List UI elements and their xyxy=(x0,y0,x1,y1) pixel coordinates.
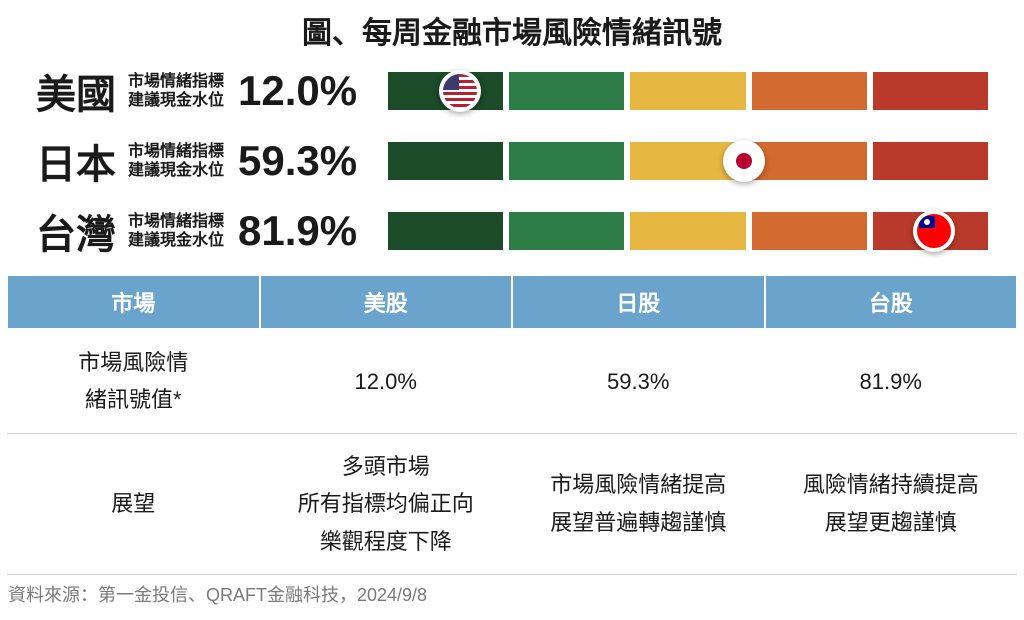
gauge-segment xyxy=(752,212,867,250)
row-signal: 市場風險情 緒訊號值* 12.0% 59.3% 81.9% xyxy=(7,329,1017,433)
outlook-jp: 市場風險情緒提高 展望普遍轉趨謹慎 xyxy=(512,433,765,574)
col-us: 美股 xyxy=(260,275,513,329)
signal-us: 12.0% xyxy=(260,329,513,433)
table-header-row: 市場 美股 日股 台股 xyxy=(7,275,1017,329)
outlook-us: 多頭市場 所有指標均偏正向 樂觀程度下降 xyxy=(260,433,513,574)
gauge-sublabels: 市場情緒指標建議現金水位 xyxy=(128,212,238,250)
gauge-row: 日本市場情緒指標建議現金水位59.3% xyxy=(36,132,988,190)
col-tw: 台股 xyxy=(765,275,1018,329)
gauge-segment xyxy=(630,212,745,250)
jp-flag-icon xyxy=(727,144,761,178)
us-flag-icon xyxy=(443,74,477,108)
source-text: 資料來源：第一金投信、QRAFT金融科技，2024/9/8 xyxy=(6,581,1018,607)
signal-jp: 59.3% xyxy=(512,329,765,433)
tw-flag-icon xyxy=(917,214,951,248)
gauge-sublabel-indicator: 市場情緒指標 xyxy=(128,142,238,161)
row-outlook: 展望 多頭市場 所有指標均偏正向 樂觀程度下降 市場風險情緒提高 展望普遍轉趨謹… xyxy=(7,433,1017,574)
gauge-bar xyxy=(388,142,988,180)
gauge-row: 美國市場情緒指標建議現金水位12.0% xyxy=(36,62,988,120)
gauge-sublabel-cash: 建議現金水位 xyxy=(128,91,238,110)
gauge-segment xyxy=(630,72,745,110)
gauge-row: 台灣市場情緒指標建議現金水位81.9% xyxy=(36,202,988,260)
gauge-marker-us xyxy=(439,70,481,112)
page-title: 圖、每周金融市場風險情緒訊號 xyxy=(6,8,1018,52)
gauge-segment xyxy=(873,142,988,180)
gauge-segment xyxy=(388,142,503,180)
risk-table: 市場 美股 日股 台股 市場風險情 緒訊號值* 12.0% 59.3% 81.9… xyxy=(6,274,1018,575)
gauge-segment xyxy=(873,72,988,110)
gauge-value: 12.0% xyxy=(238,67,388,115)
gauge-segment xyxy=(509,72,624,110)
gauge-segment xyxy=(509,212,624,250)
gauge-segment xyxy=(509,142,624,180)
col-market: 市場 xyxy=(7,275,260,329)
gauge-country-label: 日本 xyxy=(36,132,128,190)
signal-label: 市場風險情 緒訊號值* xyxy=(7,329,260,433)
col-jp: 日股 xyxy=(512,275,765,329)
gauge-segment xyxy=(388,212,503,250)
gauge-bar xyxy=(388,212,988,250)
gauge-value: 59.3% xyxy=(238,137,388,185)
gauge-marker-tw xyxy=(913,210,955,252)
gauge-marker-jp xyxy=(723,140,765,182)
gauge-sublabel-cash: 建議現金水位 xyxy=(128,231,238,250)
gauge-segment xyxy=(752,142,867,180)
table-section: 市場 美股 日股 台股 市場風險情 緒訊號值* 12.0% 59.3% 81.9… xyxy=(6,274,1018,575)
main-container: 圖、每周金融市場風險情緒訊號 美國市場情緒指標建議現金水位12.0%日本市場情緒… xyxy=(0,0,1024,620)
gauge-country-label: 台灣 xyxy=(36,202,128,260)
gauge-sublabels: 市場情緒指標建議現金水位 xyxy=(128,72,238,110)
gauge-country-label: 美國 xyxy=(36,62,128,120)
signal-tw: 81.9% xyxy=(765,329,1018,433)
gauge-sublabels: 市場情緒指標建議現金水位 xyxy=(128,142,238,180)
outlook-label: 展望 xyxy=(7,433,260,574)
gauge-sublabel-indicator: 市場情緒指標 xyxy=(128,212,238,231)
gauge-value: 81.9% xyxy=(238,207,388,255)
outlook-tw: 風險情緒持續提高 展望更趨謹慎 xyxy=(765,433,1018,574)
gauge-sublabel-cash: 建議現金水位 xyxy=(128,161,238,180)
gauge-bar xyxy=(388,72,988,110)
gauge-sublabel-indicator: 市場情緒指標 xyxy=(128,72,238,91)
gauge-segment xyxy=(752,72,867,110)
gauge-section: 美國市場情緒指標建議現金水位12.0%日本市場情緒指標建議現金水位59.3%台灣… xyxy=(6,62,1018,260)
